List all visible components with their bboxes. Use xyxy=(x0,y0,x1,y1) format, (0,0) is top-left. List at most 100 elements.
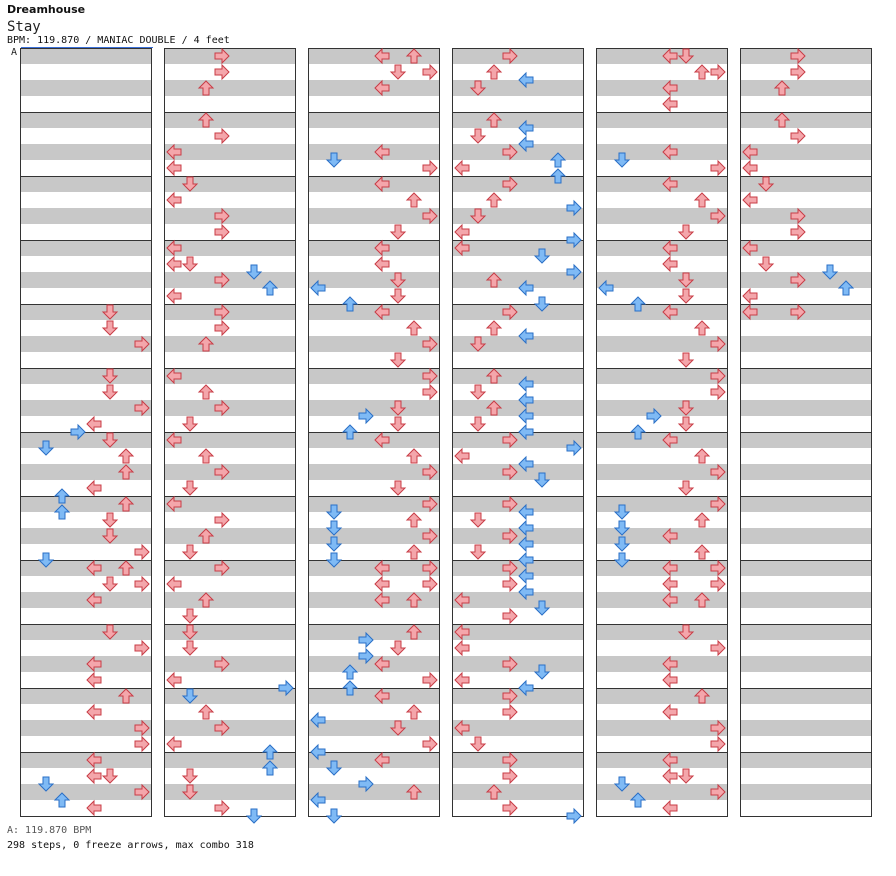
step-arrow-left xyxy=(662,303,678,321)
stripe-band xyxy=(164,752,296,768)
step-arrow-up xyxy=(405,624,423,640)
stripe-band xyxy=(308,400,440,416)
step-arrow-right xyxy=(214,463,230,481)
step-arrow-up xyxy=(693,512,711,528)
stripe-band xyxy=(596,464,728,480)
stripe-band xyxy=(308,656,440,672)
step-arrow-left xyxy=(662,255,678,273)
step-arrow-up xyxy=(197,704,215,720)
step-arrow-left xyxy=(454,623,470,641)
step-arrow-right xyxy=(502,175,518,193)
step-arrow-up xyxy=(261,760,279,776)
step-arrow-up xyxy=(693,592,711,608)
step-arrow-left xyxy=(518,375,534,393)
step-arrow-down xyxy=(757,256,775,272)
stripe-band xyxy=(452,752,584,768)
step-arrow-up xyxy=(117,560,135,576)
step-arrow-left xyxy=(518,535,534,553)
step-arrow-right xyxy=(422,383,438,401)
step-arrow-up xyxy=(197,80,215,96)
step-arrow-left xyxy=(742,191,758,209)
step-arrow-left xyxy=(454,159,470,177)
step-arrow-right xyxy=(422,559,438,577)
step-arrow-down xyxy=(181,768,199,784)
stripe-band xyxy=(740,592,872,608)
step-arrow-left xyxy=(662,751,678,769)
step-arrow-left xyxy=(518,455,534,473)
step-arrow-up xyxy=(405,320,423,336)
step-arrow-left xyxy=(662,527,678,545)
step-arrow-left xyxy=(86,767,102,785)
stripe-band xyxy=(596,80,728,96)
step-arrow-right xyxy=(134,335,150,353)
step-arrow-up xyxy=(693,64,711,80)
step-arrow-down xyxy=(101,624,119,640)
step-arrow-down xyxy=(181,416,199,432)
step-arrow-right xyxy=(214,47,230,65)
step-arrow-up xyxy=(693,320,711,336)
stripe-band xyxy=(452,48,584,64)
stripe-band xyxy=(164,272,296,288)
step-arrow-right xyxy=(502,687,518,705)
step-arrow-left xyxy=(310,711,326,729)
step-arrow-down xyxy=(101,576,119,592)
stripe-band xyxy=(740,400,872,416)
step-arrow-right xyxy=(422,495,438,513)
step-arrow-up xyxy=(405,544,423,560)
stripe-band xyxy=(164,432,296,448)
step-arrow-right xyxy=(710,495,726,513)
step-arrow-down xyxy=(325,152,343,168)
stripe-band xyxy=(20,464,152,480)
step-arrow-up xyxy=(405,704,423,720)
stripe-band xyxy=(596,176,728,192)
stripe-band xyxy=(452,528,584,544)
stripe-band xyxy=(596,656,728,672)
step-arrow-left xyxy=(518,423,534,441)
stripe-band xyxy=(308,496,440,512)
stripe-band xyxy=(740,336,872,352)
chart-column-border xyxy=(308,48,440,817)
stripe-band xyxy=(596,688,728,704)
step-arrow-down xyxy=(613,504,631,520)
step-arrow-left xyxy=(742,143,758,161)
step-arrow-left xyxy=(310,279,326,297)
stripe-band xyxy=(164,720,296,736)
stripe-band xyxy=(20,656,152,672)
step-arrow-down xyxy=(821,264,839,280)
stripe-band xyxy=(596,560,728,576)
bpm-summary: A: 119.870 BPM xyxy=(7,825,92,836)
stripe-band xyxy=(452,176,584,192)
step-arrow-left xyxy=(374,303,390,321)
step-arrow-right xyxy=(502,463,518,481)
step-arrow-down xyxy=(613,552,631,568)
step-arrow-down xyxy=(181,784,199,800)
step-arrow-right xyxy=(790,127,806,145)
stripe-band xyxy=(164,528,296,544)
stripe-band xyxy=(164,464,296,480)
stripe-band xyxy=(452,624,584,640)
stripe-band xyxy=(308,336,440,352)
step-arrow-left xyxy=(662,95,678,113)
step-arrow-down xyxy=(389,64,407,80)
stripe-band xyxy=(308,304,440,320)
step-arrow-down xyxy=(613,520,631,536)
step-arrow-right xyxy=(422,159,438,177)
stripe-band xyxy=(596,304,728,320)
step-arrow-down xyxy=(677,624,695,640)
stripe-band xyxy=(20,720,152,736)
step-arrow-right xyxy=(566,263,582,281)
step-arrow-up xyxy=(837,280,855,296)
stripe-band xyxy=(596,432,728,448)
step-arrow-left xyxy=(518,119,534,137)
stripe-band xyxy=(308,144,440,160)
step-arrow-left xyxy=(166,255,182,273)
chart-column-border xyxy=(740,48,872,817)
stripe-band xyxy=(164,496,296,512)
stripe-band xyxy=(596,144,728,160)
stripe-band xyxy=(452,432,584,448)
step-arrow-up xyxy=(117,496,135,512)
stripe-band xyxy=(452,464,584,480)
step-arrow-down xyxy=(101,768,119,784)
step-arrow-right xyxy=(422,463,438,481)
step-arrow-down xyxy=(389,272,407,288)
